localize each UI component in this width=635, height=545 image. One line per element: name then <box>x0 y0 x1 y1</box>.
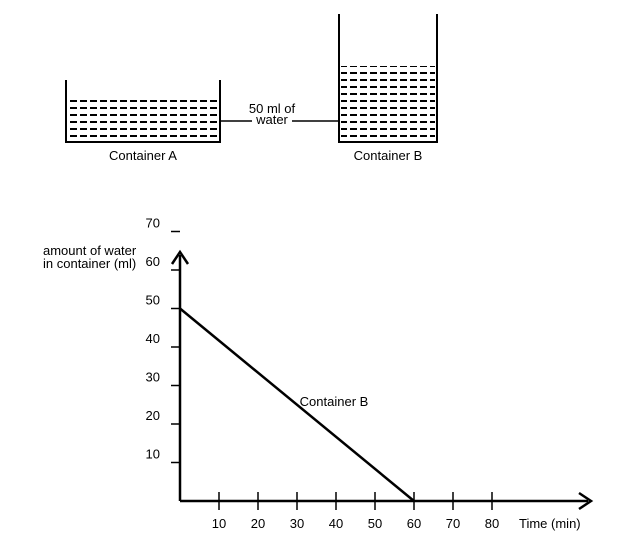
container-b-water <box>341 66 435 140</box>
y-tick-label: 70 <box>146 216 160 231</box>
x-tick-label: 70 <box>446 516 460 531</box>
y-ticks: 10 20 30 40 50 60 70 <box>146 216 180 464</box>
container-b: Container B <box>338 14 438 163</box>
x-tick-label: 50 <box>368 516 382 531</box>
y-tick-label: 20 <box>146 408 160 423</box>
connector-label-line1: 50 ml of <box>249 101 296 116</box>
water-chart: amount of water in container (ml) Time (… <box>43 216 594 531</box>
y-axis-arrowhead <box>170 249 190 265</box>
connector-label-line2: water <box>255 112 288 127</box>
y-tick-label: 40 <box>146 331 160 346</box>
y-axis-label-line2: in container (ml) <box>43 256 136 271</box>
x-tick-label: 80 <box>485 516 499 531</box>
container-b-outline <box>338 14 438 143</box>
x-tick-label: 40 <box>329 516 343 531</box>
water-connector: 50 ml of water <box>220 101 339 127</box>
x-tick-label: 60 <box>407 516 421 531</box>
y-tick-label: 60 <box>146 254 160 269</box>
series-layer: Container B <box>179 307 415 502</box>
container-a-water <box>68 98 218 140</box>
y-axis-label-line1: amount of water <box>43 243 137 258</box>
x-tick-label: 20 <box>251 516 265 531</box>
x-axis-arrowhead <box>578 491 594 511</box>
x-ticks: 10 20 30 40 50 60 70 80 <box>212 492 499 531</box>
container-b-label: Container B <box>354 148 423 163</box>
y-tick-label: 50 <box>146 293 160 308</box>
series-label-container-b: Container B <box>300 394 369 409</box>
series-line-container-b <box>179 307 415 502</box>
container-a-label: Container A <box>109 148 177 163</box>
container-a: Container A <box>65 80 221 163</box>
container-a-outline <box>65 80 221 143</box>
x-axis-label: Time (min) <box>519 516 581 531</box>
x-tick-label: 10 <box>212 516 226 531</box>
y-tick-label: 10 <box>146 447 160 462</box>
y-tick-label: 30 <box>146 370 160 385</box>
x-tick-label: 30 <box>290 516 304 531</box>
